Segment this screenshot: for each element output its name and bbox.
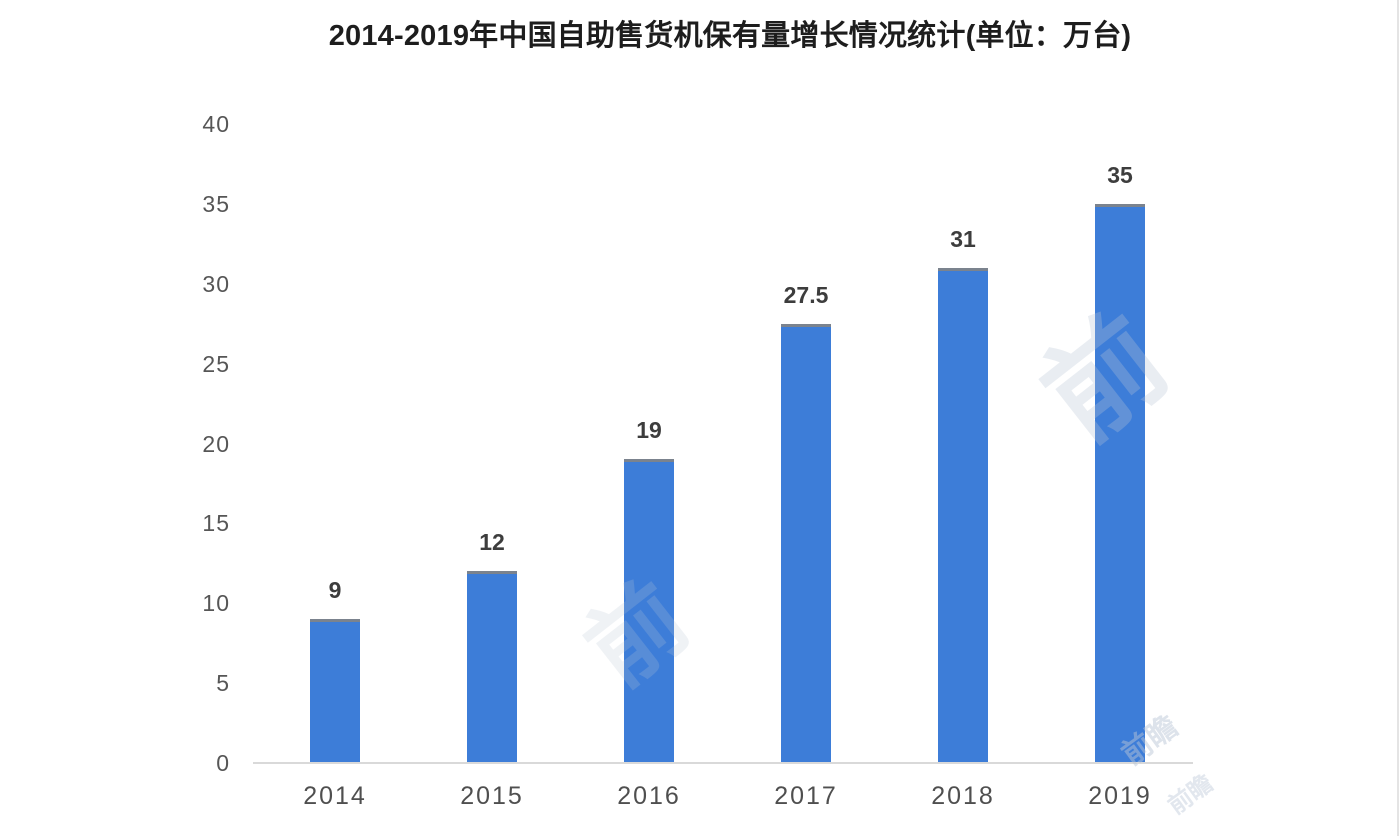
bar-value-label: 35 [1107,161,1133,188]
right-edge-line [1397,0,1399,836]
bar-2015 [467,571,517,763]
y-axis-tick-label: 0 [216,750,230,776]
y-axis-tick-label: 15 [202,510,230,537]
bar-2016 [624,459,674,763]
x-axis-label: 2015 [460,782,524,810]
bar-value-label: 19 [636,417,662,444]
bar-value-label: 9 [328,577,342,604]
y-axis-tick-label: 40 [202,111,230,137]
bar-2018 [938,267,988,763]
bar-value-label: 27.5 [783,281,829,308]
bar-2017 [781,323,831,763]
y-axis-tick-label: 35 [202,190,230,217]
x-axis-label: 2017 [774,782,838,810]
x-axis-label: 2018 [931,782,995,810]
bar-value-label: 31 [950,225,976,252]
y-axis-tick-label: 20 [202,430,230,457]
chart-title: 2014-2019年中国自助售货机保有量增长情况统计(单位：万台) [328,20,1132,52]
y-axis-tick-label: 5 [216,670,230,697]
bar-2019 [1095,203,1145,763]
x-axis-label: 2016 [617,782,681,810]
x-axis-label: 2014 [303,782,367,810]
bar-value-label: 12 [479,529,505,556]
x-axis-line [253,762,1193,764]
y-axis-tick-label: 10 [202,590,230,617]
y-axis-tick-label: 30 [202,270,230,297]
x-axis-label: 2019 [1088,782,1152,810]
y-axis-tick-label: 25 [202,350,230,377]
bar-2014 [310,619,360,763]
